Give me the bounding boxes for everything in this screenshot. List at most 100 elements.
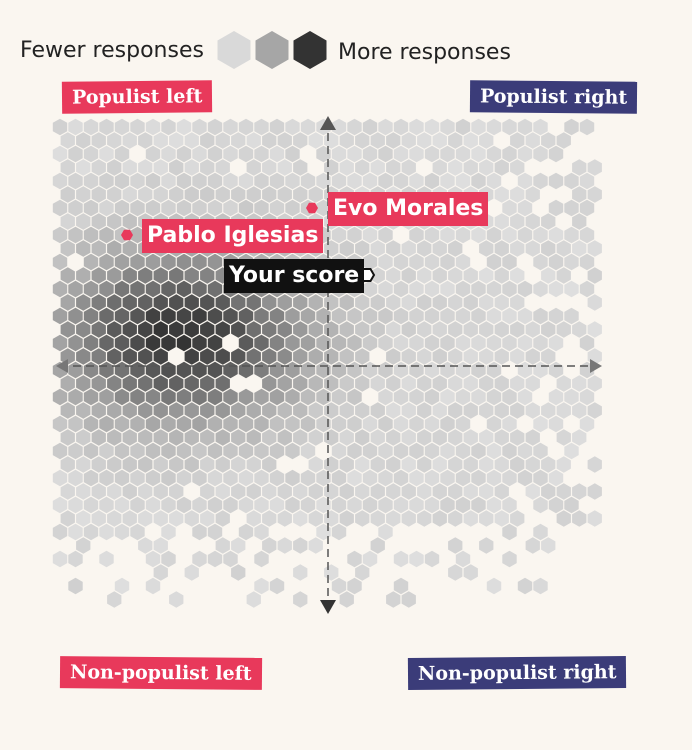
hex-cell xyxy=(424,469,440,487)
hex-cell xyxy=(107,321,122,338)
hex-cell xyxy=(68,577,83,595)
hex-cell xyxy=(207,415,223,433)
hex-cell xyxy=(145,496,161,514)
hex-cell xyxy=(579,226,595,244)
hex-cell xyxy=(99,280,114,298)
hex-cell xyxy=(541,267,556,284)
hex-cell xyxy=(502,523,517,541)
hex-cell xyxy=(409,550,424,568)
hex-cell xyxy=(76,537,91,554)
hex-cell xyxy=(386,159,401,176)
hex-cell xyxy=(145,388,161,406)
hex-cell xyxy=(355,348,370,365)
hex-cell xyxy=(386,456,401,473)
hex-cell xyxy=(510,402,525,419)
hex-cell xyxy=(68,226,83,244)
hex-cell xyxy=(331,307,347,325)
hex-cell xyxy=(238,334,254,352)
hex-cell xyxy=(130,442,145,460)
hex-cell xyxy=(533,334,548,352)
hex-cell xyxy=(533,496,548,514)
hex-cell xyxy=(502,415,517,433)
hex-cell xyxy=(564,388,579,406)
hex-cell xyxy=(324,564,339,581)
hex-cell xyxy=(479,321,494,338)
hex-cell xyxy=(60,267,75,284)
legend-hex-1 xyxy=(255,31,289,69)
hex-cell xyxy=(83,361,99,379)
hex-cell xyxy=(316,334,331,352)
hex-cell xyxy=(184,402,199,419)
hex-cell xyxy=(533,523,548,541)
hex-cell xyxy=(161,145,176,163)
hex-cell xyxy=(316,523,331,541)
hex-cell xyxy=(254,469,269,487)
hex-cell xyxy=(424,307,440,325)
hex-cell xyxy=(510,510,525,527)
hex-cell xyxy=(215,537,230,554)
hex-cell xyxy=(401,591,416,608)
hex-cell xyxy=(378,442,393,460)
hex-cell xyxy=(486,442,502,460)
hex-cell xyxy=(68,172,83,190)
x-axis xyxy=(56,359,602,373)
hex-cell xyxy=(223,145,238,163)
hex-cell xyxy=(494,429,509,446)
hex-cell xyxy=(440,253,455,271)
hex-cell xyxy=(99,496,114,514)
hex-cell xyxy=(424,334,440,352)
hex-cell xyxy=(339,456,354,473)
hex-cell xyxy=(370,267,385,284)
hex-cell xyxy=(424,253,440,271)
hex-cell xyxy=(246,483,261,500)
hex-cell xyxy=(331,118,347,136)
hex-cell xyxy=(184,267,199,284)
hex-cell xyxy=(176,172,192,190)
hex-cell xyxy=(502,469,517,487)
hex-cell xyxy=(223,118,238,136)
hex-cell xyxy=(362,550,378,568)
hex-cell xyxy=(153,375,168,392)
hex-cell xyxy=(393,307,409,325)
hex-cell xyxy=(440,334,455,352)
hex-cell xyxy=(76,348,91,365)
hex-cell xyxy=(293,294,308,311)
hex-cell xyxy=(417,375,432,392)
hex-cell xyxy=(308,294,323,311)
hex-cell xyxy=(114,496,130,514)
hex-cell xyxy=(455,226,471,244)
hex-cell xyxy=(533,118,548,136)
hex-cell xyxy=(424,550,440,568)
hex-cell xyxy=(138,348,153,365)
hex-cell xyxy=(254,577,269,595)
hex-cell xyxy=(254,550,269,568)
hex-cell xyxy=(455,307,471,325)
hex-cell xyxy=(409,226,424,244)
hex-cell xyxy=(525,456,540,473)
hex-cell xyxy=(161,361,176,379)
hex-cell xyxy=(107,267,122,284)
hex-cell xyxy=(463,321,478,338)
hex-cell xyxy=(331,442,347,460)
hex-cell xyxy=(417,294,432,311)
hex-cell xyxy=(455,280,471,298)
hex-cell xyxy=(246,429,261,446)
hex-cell xyxy=(471,172,486,190)
hex-cell xyxy=(138,159,153,176)
hex-cell xyxy=(207,118,223,136)
hex-cell xyxy=(138,375,153,392)
hex-cell xyxy=(401,132,416,149)
hex-cell xyxy=(339,483,354,500)
hex-cell xyxy=(76,132,91,149)
hex-cell xyxy=(262,159,277,176)
hex-cell xyxy=(285,307,300,325)
hex-cell xyxy=(393,577,409,595)
hex-cell xyxy=(401,321,416,338)
hex-cell xyxy=(502,496,517,514)
hex-cell xyxy=(60,294,75,311)
hex-cell xyxy=(52,442,68,460)
hex-cell xyxy=(83,145,99,163)
hex-cell xyxy=(448,564,463,581)
hex-cell xyxy=(409,253,424,271)
